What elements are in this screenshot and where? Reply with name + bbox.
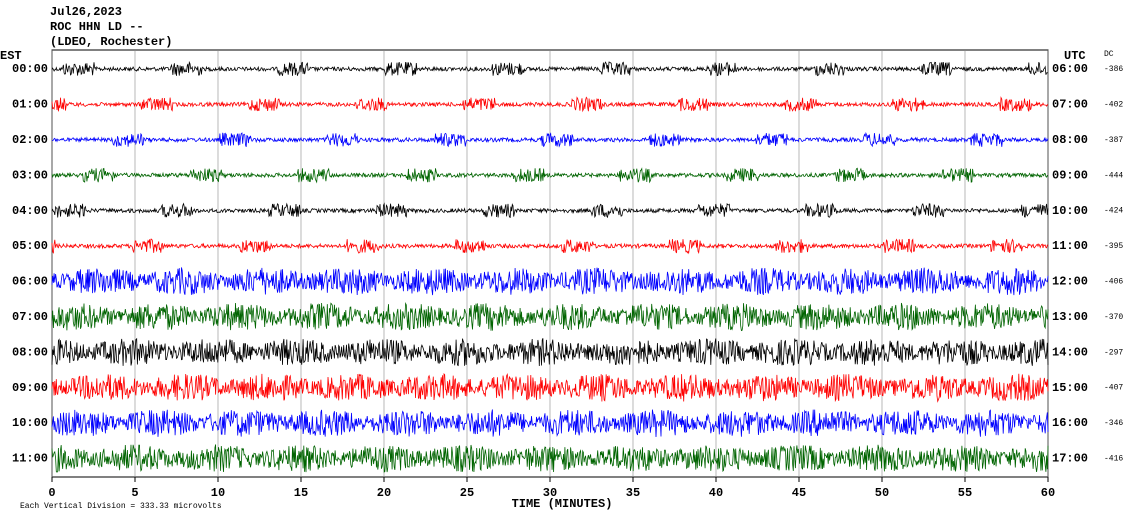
x-tick-label: 60 <box>1041 486 1055 500</box>
est-label: 08:00 <box>12 345 48 359</box>
utc-label: 11:00 <box>1052 239 1088 253</box>
trace-texture <box>51 373 1049 403</box>
x-tick-label: 10 <box>211 486 225 500</box>
dc-value: -346 <box>1104 419 1123 428</box>
date: Jul26,2023 <box>50 5 122 19</box>
est-label: 03:00 <box>12 168 48 182</box>
est-label: 11:00 <box>12 452 48 466</box>
x-tick-label: 15 <box>294 486 308 500</box>
dc-value: -444 <box>1104 171 1123 180</box>
dc-value: -370 <box>1104 313 1123 322</box>
trace-texture <box>51 202 1049 219</box>
utc-label: 16:00 <box>1052 416 1088 430</box>
left-axis-label: EST <box>0 49 22 63</box>
est-label: 09:00 <box>12 381 48 395</box>
est-label: 06:00 <box>12 275 48 289</box>
x-tick-label: 5 <box>131 486 138 500</box>
utc-label: 13:00 <box>1052 310 1088 324</box>
est-label: 04:00 <box>12 204 48 218</box>
utc-label: 06:00 <box>1052 62 1088 76</box>
trace-texture <box>51 96 1049 113</box>
utc-label: 09:00 <box>1052 168 1088 182</box>
x-tick-label: 35 <box>626 486 640 500</box>
est-label: 00:00 <box>12 62 48 76</box>
x-axis-label: TIME (MINUTES) <box>512 497 613 511</box>
dc-value: -395 <box>1104 242 1123 251</box>
x-tick-label: 45 <box>792 486 806 500</box>
x-tick-label: 25 <box>460 486 474 500</box>
x-tick-label: 30 <box>543 486 557 500</box>
dc-value: -416 <box>1104 455 1123 464</box>
trace-texture <box>51 409 1049 438</box>
dc-value: -407 <box>1104 384 1123 393</box>
trace-texture <box>51 444 1049 473</box>
x-tick-label: 0 <box>48 486 55 500</box>
x-tick-label: 50 <box>875 486 889 500</box>
dc-label: DC <box>1104 50 1114 59</box>
est-label: 01:00 <box>12 98 48 112</box>
station: ROC HHN LD -- <box>50 20 144 34</box>
est-label: 02:00 <box>12 133 48 147</box>
est-label: 05:00 <box>12 239 48 253</box>
right-axis-label: UTC <box>1064 49 1086 63</box>
utc-label: 12:00 <box>1052 275 1088 289</box>
est-label: 10:00 <box>12 416 48 430</box>
x-tick-label: 55 <box>958 486 972 500</box>
x-tick-label: 20 <box>377 486 391 500</box>
scale-note: Each Vertical Division = 333.33 microvol… <box>20 502 222 511</box>
location: (LDEO, Rochester) <box>50 35 172 49</box>
utc-label: 17:00 <box>1052 452 1088 466</box>
dc-value: -387 <box>1104 136 1123 145</box>
trace-texture <box>51 302 1049 332</box>
utc-label: 07:00 <box>1052 98 1088 112</box>
dc-value: -297 <box>1104 348 1123 357</box>
dc-value: -424 <box>1104 207 1123 216</box>
x-tick-label: 40 <box>709 486 723 500</box>
dc-value: -402 <box>1104 101 1123 110</box>
trace-texture <box>51 267 1049 296</box>
dc-value: -386 <box>1104 65 1123 74</box>
trace-texture <box>51 167 1049 184</box>
trace-texture <box>51 238 1049 255</box>
trace-texture <box>51 337 1049 367</box>
dc-value: -406 <box>1104 278 1123 287</box>
est-label: 07:00 <box>12 310 48 324</box>
utc-label: 14:00 <box>1052 345 1088 359</box>
utc-label: 15:00 <box>1052 381 1088 395</box>
utc-label: 10:00 <box>1052 204 1088 218</box>
trace-texture <box>51 60 1049 77</box>
utc-label: 08:00 <box>1052 133 1088 147</box>
trace-texture <box>51 132 1049 148</box>
